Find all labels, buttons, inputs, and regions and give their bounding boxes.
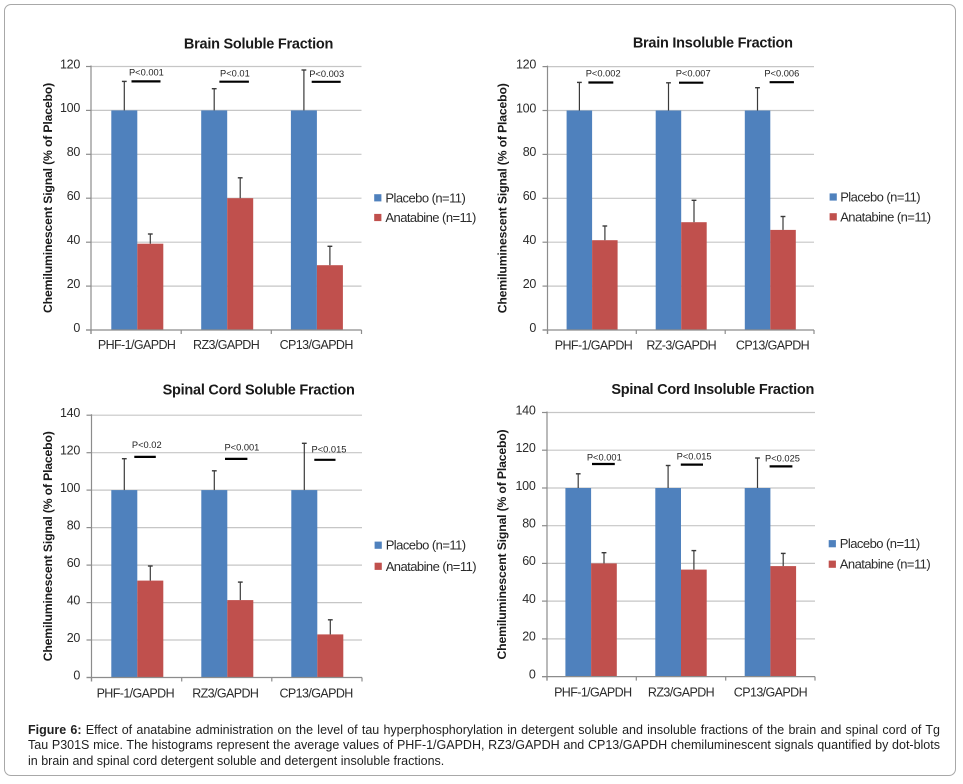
svg-text:80: 80 [67,518,81,532]
svg-text:120: 120 [60,444,80,458]
svg-text:Placebo (n=11): Placebo (n=11) [840,190,920,205]
svg-text:100: 100 [516,479,536,493]
svg-text:P<0.002: P<0.002 [586,69,621,79]
svg-text:0: 0 [529,667,536,681]
svg-text:140: 140 [60,406,80,420]
svg-text:20: 20 [522,630,536,644]
svg-text:40: 40 [523,233,537,247]
svg-text:Placebo (n=11): Placebo (n=11) [840,536,920,551]
svg-text:Placebo (n=11): Placebo (n=11) [386,538,466,553]
svg-text:Anatabine (n=11): Anatabine (n=11) [386,559,477,574]
svg-text:100: 100 [60,101,80,115]
svg-text:60: 60 [523,189,537,203]
svg-text:PHF-1/GAPDH: PHF-1/GAPDH [555,338,633,352]
svg-text:P<0.001: P<0.001 [224,442,259,452]
svg-text:Anatabine (n=11): Anatabine (n=11) [840,209,931,224]
svg-text:P<0.001: P<0.001 [129,67,164,77]
svg-text:120: 120 [516,441,536,455]
svg-text:CP13/GAPDH: CP13/GAPDH [280,338,354,352]
svg-text:RZ3/GAPDH: RZ3/GAPDH [192,687,259,701]
svg-text:CP13/GAPDH: CP13/GAPDH [279,687,353,701]
svg-text:CP13/GAPDH: CP13/GAPDH [734,686,808,700]
svg-text:RZ-3/GAPDH: RZ-3/GAPDH [646,338,716,352]
svg-text:PHF-1/GAPDH: PHF-1/GAPDH [97,687,175,701]
svg-text:Spinal Cord Insoluble Fraction: Spinal Cord Insoluble Fraction [611,382,814,398]
svg-text:60: 60 [67,189,81,203]
svg-text:P<0.025: P<0.025 [765,454,800,464]
svg-text:100: 100 [516,101,536,115]
svg-text:100: 100 [60,481,80,495]
svg-text:P<0.02: P<0.02 [132,440,162,450]
svg-text:20: 20 [523,277,537,291]
svg-text:120: 120 [516,57,536,71]
svg-text:Anatabine (n=11): Anatabine (n=11) [385,210,476,225]
svg-text:Anatabine (n=11): Anatabine (n=11) [840,557,931,572]
svg-text:Placebo (n=11): Placebo (n=11) [385,190,465,205]
svg-text:P<0.006: P<0.006 [764,68,799,78]
svg-text:Brain Insoluble Fraction: Brain Insoluble Fraction [633,36,793,52]
svg-text:40: 40 [522,592,536,606]
svg-text:40: 40 [67,593,81,607]
svg-text:Brain Soluble Fraction: Brain Soluble Fraction [184,37,333,53]
svg-text:P<0.001: P<0.001 [587,452,622,462]
svg-text:P<0.01: P<0.01 [220,69,250,79]
svg-text:60: 60 [522,554,536,568]
svg-text:RZ3/GAPDH: RZ3/GAPDH [648,686,715,700]
svg-text:120: 120 [60,57,80,71]
svg-text:140: 140 [516,403,536,417]
svg-text:0: 0 [529,321,536,335]
svg-text:Spinal Cord Soluble Fraction: Spinal Cord Soluble Fraction [163,383,355,399]
svg-text:PHF-1/GAPDH: PHF-1/GAPDH [98,338,176,352]
svg-text:P<0.007: P<0.007 [676,68,711,78]
svg-text:20: 20 [67,277,81,291]
svg-text:40: 40 [67,233,81,247]
svg-text:80: 80 [67,145,81,159]
svg-text:0: 0 [73,668,80,682]
svg-text:P<0.003: P<0.003 [309,69,344,79]
svg-text:CP13/GAPDH: CP13/GAPDH [736,338,810,352]
svg-text:Chemiluminescent Signal (% of: Chemiluminescent Signal (% of Placebo) [495,429,509,659]
svg-text:RZ3/GAPDH: RZ3/GAPDH [193,338,260,352]
svg-text:Chemiluminescent Signal (% of: Chemiluminescent Signal (% of Placebo) [496,83,510,313]
svg-text:P<0.015: P<0.015 [677,452,712,462]
svg-text:0: 0 [73,321,80,335]
svg-text:80: 80 [523,145,537,159]
svg-text:PHF-1/GAPDH: PHF-1/GAPDH [554,686,632,700]
svg-text:Chemiluminescent Signal (% of: Chemiluminescent Signal (% of Placebo) [41,431,55,661]
svg-text:P<0.015: P<0.015 [312,444,347,454]
svg-text:Chemiluminescent Signal (% of: Chemiluminescent Signal (% of Placebo) [41,83,55,313]
svg-text:20: 20 [67,631,81,645]
svg-text:60: 60 [67,556,81,570]
svg-text:80: 80 [522,517,536,531]
